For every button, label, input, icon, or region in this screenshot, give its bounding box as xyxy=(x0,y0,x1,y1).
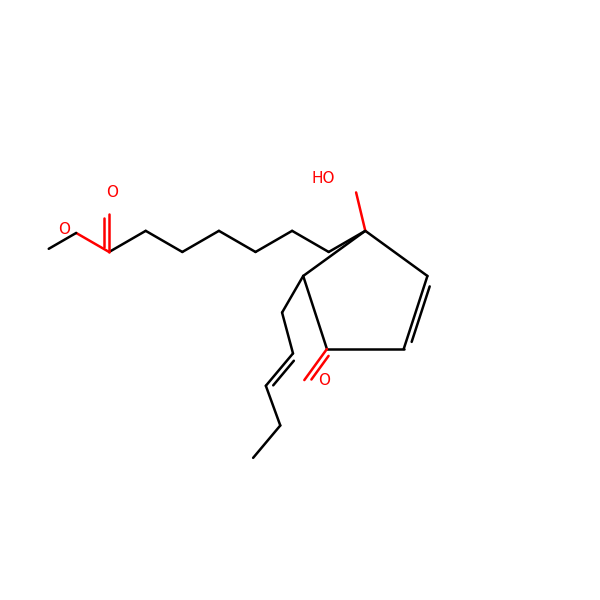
Text: O: O xyxy=(58,221,70,236)
Text: O: O xyxy=(318,373,330,388)
Text: HO: HO xyxy=(311,171,335,186)
Text: O: O xyxy=(106,185,118,200)
